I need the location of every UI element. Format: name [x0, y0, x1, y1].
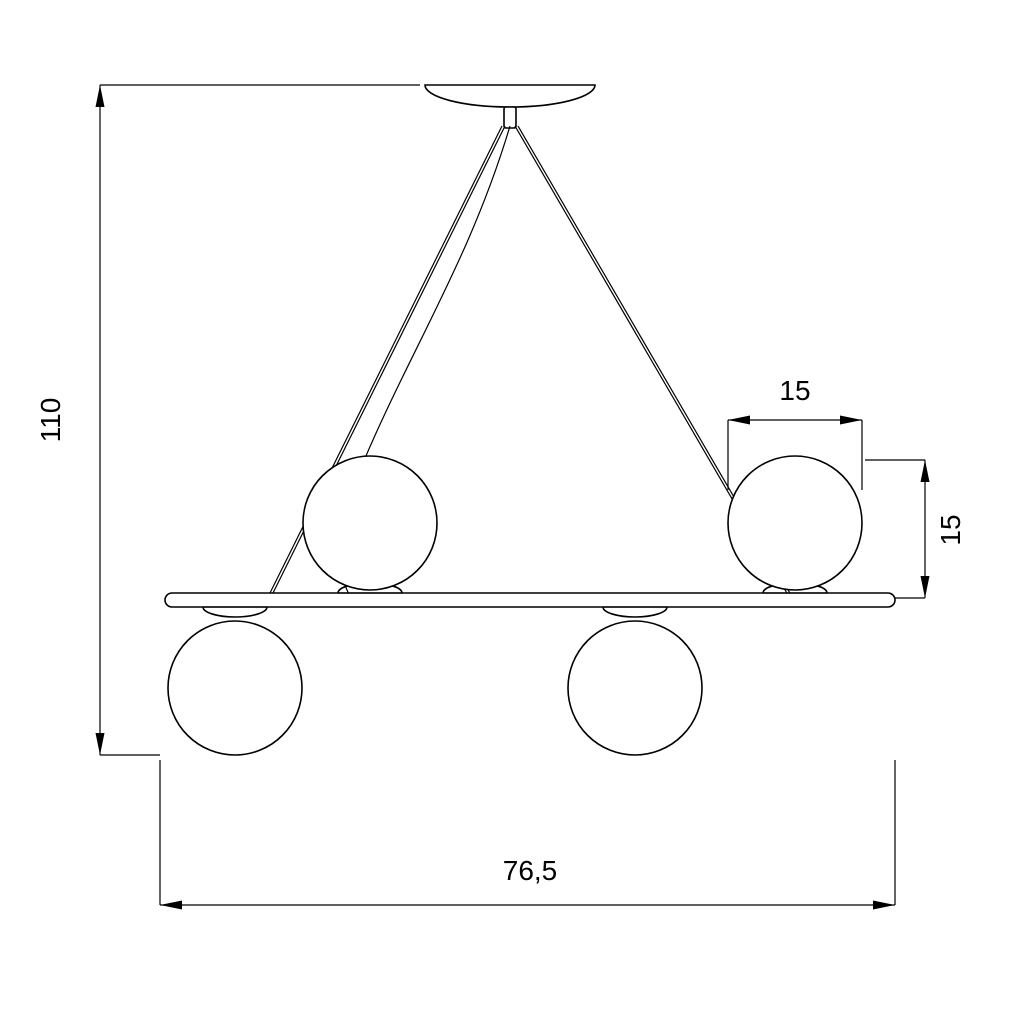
- svg-text:15: 15: [779, 375, 810, 406]
- svg-text:110: 110: [35, 398, 66, 443]
- svg-text:15: 15: [935, 514, 966, 545]
- technical-drawing: 110 76,5 15 15: [0, 0, 1024, 1024]
- svg-text:76,5: 76,5: [503, 855, 558, 886]
